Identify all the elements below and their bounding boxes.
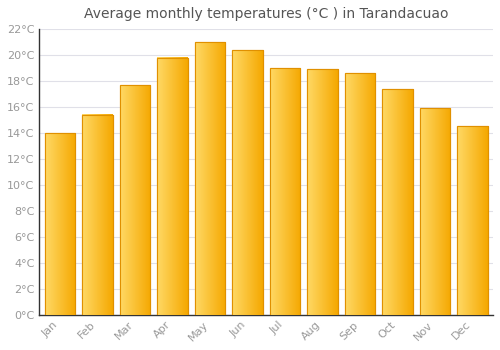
Bar <box>382 89 413 315</box>
Bar <box>270 68 300 315</box>
Title: Average monthly temperatures (°C ) in Tarandacuao: Average monthly temperatures (°C ) in Ta… <box>84 7 448 21</box>
Bar <box>120 85 150 315</box>
Bar <box>344 73 376 315</box>
Bar <box>157 58 188 315</box>
Bar <box>457 126 488 315</box>
Bar <box>382 89 413 315</box>
Bar <box>232 50 263 315</box>
Bar <box>307 69 338 315</box>
Bar <box>420 108 450 315</box>
Bar <box>82 115 113 315</box>
Bar <box>194 42 226 315</box>
Bar <box>82 115 113 315</box>
Bar <box>157 58 188 315</box>
Bar <box>344 73 376 315</box>
Bar <box>232 50 263 315</box>
Bar <box>44 133 76 315</box>
Bar <box>457 126 488 315</box>
Bar <box>420 108 450 315</box>
Bar <box>307 69 338 315</box>
Bar <box>270 68 300 315</box>
Bar <box>44 133 76 315</box>
Bar <box>120 85 150 315</box>
Bar <box>194 42 226 315</box>
